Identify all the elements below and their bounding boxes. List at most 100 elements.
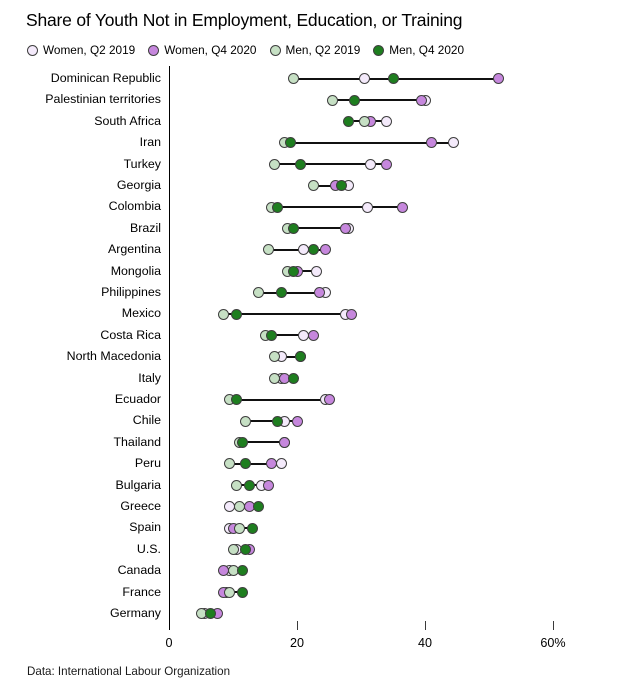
chart-row: Canada (0, 560, 630, 581)
data-point-men-q2-2019 (269, 158, 281, 170)
category-label: Dominican Republic (50, 71, 161, 85)
category-label: Peru (134, 456, 161, 471)
data-point-men-q4-2020 (288, 372, 300, 384)
range-connector (274, 163, 387, 166)
data-point-men-q4-2020 (205, 608, 217, 620)
data-point-men-q2-2019 (233, 501, 245, 513)
range-connector (229, 462, 281, 465)
data-point-men-q4-2020 (230, 308, 242, 320)
x-axis-tick-label: 40 (417, 636, 432, 650)
data-point-women-q4-2020 (397, 201, 409, 213)
women-q4-2020-dot-icon (148, 44, 160, 56)
data-point-men-q4-2020 (342, 115, 354, 127)
chart-row: Ecuador (0, 389, 630, 410)
women-q2-2019-dot-icon (27, 44, 38, 56)
data-point-men-q4-2020 (307, 244, 319, 256)
category-label: Thailand (113, 434, 161, 449)
data-point-men-q2-2019 (233, 522, 245, 534)
chart-row: Peru (0, 453, 630, 474)
data-point-men-q4-2020 (237, 436, 249, 448)
chart-row: Turkey (0, 154, 630, 175)
data-point-men-q4-2020 (336, 180, 348, 192)
legend-label: Women, Q4 2020 (164, 43, 257, 57)
range-connector (284, 141, 454, 144)
category-label: Iran (139, 135, 161, 150)
data-point-women-q4-2020 (425, 137, 437, 149)
x-axis-tick (425, 621, 426, 630)
x-axis-tick-label: 0 (165, 636, 173, 650)
chart-row: Colombia (0, 196, 630, 217)
category-label: Chile (132, 413, 161, 428)
legend-label: Men, Q2 2019 (285, 43, 361, 57)
data-point-men-q4-2020 (387, 73, 399, 85)
data-point-women-q4-2020 (278, 436, 290, 448)
chart-row: Argentina (0, 239, 630, 260)
data-point-men-q4-2020 (265, 329, 277, 341)
chart-row: South Africa (0, 111, 630, 132)
category-label: Turkey (123, 156, 161, 171)
data-point-men-q4-2020 (237, 586, 249, 598)
data-point-men-q4-2020 (349, 94, 361, 106)
data-point-men-q4-2020 (275, 287, 287, 299)
x-axis-tick-label: 60% (540, 636, 566, 650)
data-point-men-q4-2020 (272, 201, 284, 213)
category-label: Italy (138, 370, 161, 385)
dot-plot: Dominican Republic Palestinian territorie… (0, 68, 630, 625)
range-connector (223, 313, 352, 316)
range-connector (287, 227, 349, 230)
data-point-men-q4-2020 (285, 137, 297, 149)
data-point-men-q2-2019 (217, 308, 229, 320)
range-connector (245, 420, 297, 423)
source-note: Data: International Labour Organization (27, 665, 231, 678)
data-point-men-q2-2019 (227, 543, 239, 555)
category-label: France (122, 584, 161, 599)
legend-label: Women, Q2 2019 (43, 43, 136, 57)
data-point-women-q2-2019 (275, 458, 287, 470)
range-connector (268, 248, 326, 251)
data-point-men-q4-2020 (288, 265, 300, 277)
x-axis-tick (297, 621, 298, 630)
category-label: Mongolia (110, 263, 161, 278)
chart-row: Germany (0, 603, 630, 624)
category-label: Ecuador (114, 392, 161, 406)
data-point-women-q4-2020 (493, 73, 505, 85)
category-label: Greece (120, 499, 161, 513)
category-label: Germany (110, 606, 161, 620)
y-axis-line (169, 66, 170, 630)
chart-row: Philippines (0, 282, 630, 303)
data-point-women-q2-2019 (381, 115, 393, 127)
legend-item-women-q4-2020: Women, Q4 2020 (148, 43, 257, 57)
data-point-men-q4-2020 (240, 543, 252, 555)
chart-row: Italy (0, 368, 630, 389)
data-point-men-q4-2020 (240, 458, 252, 470)
chart-row: Mexico (0, 303, 630, 324)
chart-row: Greece (0, 496, 630, 517)
data-point-women-q2-2019 (448, 137, 460, 149)
chart-row: Mongolia (0, 261, 630, 282)
chart-row: Georgia (0, 175, 630, 196)
x-axis-tick (553, 621, 554, 630)
data-point-men-q2-2019 (269, 351, 281, 363)
category-label: Georgia (116, 178, 161, 192)
range-connector (229, 398, 329, 401)
chart-row: Chile (0, 410, 630, 431)
data-point-men-q2-2019 (307, 180, 319, 192)
category-label: Costa Rica (100, 327, 161, 342)
men-q4-2020-dot-icon (373, 44, 385, 56)
data-point-men-q4-2020 (288, 222, 300, 234)
category-label: U.S. (136, 541, 161, 556)
data-point-men-q2-2019 (358, 115, 370, 127)
legend-item-men-q2-2019: Men, Q2 2019 (269, 43, 361, 57)
chart-row: Bulgaria (0, 475, 630, 496)
category-label: Spain (129, 520, 161, 535)
legend: Women, Q2 2019 Women, Q4 2020 Men, Q2 20… (27, 43, 464, 57)
x-axis-tick-label: 20 (289, 636, 304, 650)
data-point-men-q2-2019 (224, 586, 236, 598)
data-point-women-q4-2020 (416, 94, 428, 106)
category-label: North Macedonia (66, 349, 161, 364)
data-point-men-q2-2019 (262, 244, 274, 256)
data-point-men-q2-2019 (240, 415, 252, 427)
chart-row: France (0, 582, 630, 603)
chart-title: Share of Youth Not in Employment, Educat… (26, 10, 463, 30)
category-label: Brazil (130, 220, 161, 235)
